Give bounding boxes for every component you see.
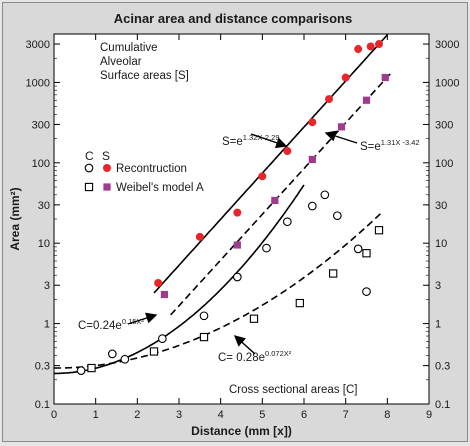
cross-sectional-label: Cross sectional areas [C]: [229, 384, 357, 396]
legend-marker-c-weibel: [84, 182, 94, 192]
data-point: [332, 211, 342, 221]
legend-marker-s-weibel: [103, 183, 111, 191]
y-tick-label-right: 0.3: [435, 361, 450, 373]
data-point: [232, 272, 242, 282]
data-point: [282, 217, 292, 227]
y-tick-label-right: 0.1: [435, 399, 450, 411]
y-tick-label: 0.3: [35, 361, 50, 373]
chart-frame: Acinar area and distance comparisons 0 1 2…: [2, 2, 468, 442]
x-tick-label: 5: [259, 409, 265, 421]
cumulative-label: Alveolar: [100, 56, 142, 68]
legend-marker-c-recon: [84, 163, 94, 173]
data-point: [329, 269, 338, 278]
data-point: [149, 347, 159, 356]
data-point: [258, 172, 267, 181]
y-tick-label: 100: [32, 158, 50, 170]
data-point: [271, 196, 279, 205]
x-tick-label: 1: [93, 409, 99, 421]
data-point: [120, 354, 130, 364]
data-point: [381, 73, 389, 82]
data-point: [76, 366, 86, 375]
data-point: [249, 314, 259, 323]
data-point: [353, 244, 363, 254]
y-tick-label: 10: [38, 238, 50, 250]
y-tick-label-right: 1: [435, 319, 441, 331]
data-point: [337, 123, 346, 131]
y-tick-label-right: 300: [435, 119, 453, 131]
data-point: [199, 332, 209, 342]
y-tick-label: 0.1: [35, 399, 50, 411]
annotation-arrow: [233, 335, 256, 355]
cumulative-label: Cumulative: [100, 42, 158, 54]
data-point: [362, 287, 371, 296]
equation-c-weibel: C= 0.28e0.072X²: [218, 349, 292, 364]
y-tick-label: 30: [38, 200, 50, 212]
data-point: [195, 232, 204, 241]
data-point: [325, 95, 333, 104]
data-point: [308, 155, 316, 164]
y-tick-label: 1000: [26, 77, 50, 89]
data-point: [157, 334, 167, 343]
equation-s-weibel: S=e1.31X -3.42: [360, 138, 420, 153]
y-tick-label: 3: [44, 280, 50, 292]
fit-curve: [54, 184, 305, 375]
data-point: [366, 42, 375, 51]
data-point: [308, 118, 317, 127]
data-point: [160, 290, 169, 299]
data-point: [362, 249, 371, 258]
data-point: [375, 40, 383, 49]
legend-label-weibel: Weibel's model A: [116, 182, 204, 194]
y-tick-label: 1: [44, 319, 50, 331]
data-point: [320, 190, 330, 200]
data-point: [87, 363, 96, 373]
x-tick-label: 2: [134, 409, 140, 421]
data-point: [362, 96, 371, 104]
data-point: [341, 73, 350, 82]
y-tick-label: 300: [32, 119, 50, 131]
annotation-arrow: [250, 133, 288, 149]
y-tick-label-right: 30: [435, 200, 447, 212]
x-tick-label: 6: [301, 409, 307, 421]
chart-svg: Acinar area and distance comparisons 0 1 2…: [8, 11, 459, 438]
data-point: [107, 349, 117, 359]
legend-label-recon: Recontruction: [116, 163, 187, 175]
legend-header-c: C: [85, 149, 94, 163]
x-axis-label: Distance (mm [x]): [191, 424, 292, 438]
cumulative-label: Surface areas [S]: [100, 70, 189, 82]
x-tick-label: 9: [426, 409, 432, 421]
data-point: [233, 208, 242, 217]
data-point: [283, 147, 292, 156]
data-point: [295, 298, 304, 308]
data-point: [154, 278, 163, 287]
legend-header-s: S: [102, 149, 110, 163]
x-tick-label: 4: [218, 409, 224, 421]
plot-area: [53, 33, 430, 405]
data-point: [354, 45, 363, 54]
legend-marker-s-recon: [103, 164, 111, 172]
y-tick-label: 3000: [26, 39, 50, 51]
equation-c-recon: C=0.24e0.15X²: [78, 317, 144, 332]
x-tick-label: 7: [343, 409, 349, 421]
y-axis-label: Area (mm²): [8, 187, 22, 250]
y-tick-label-right: 1000: [435, 77, 459, 89]
y-tick-label-right: 3: [435, 280, 441, 292]
chart-title: Acinar area and distance comparisons: [114, 11, 352, 26]
data-point: [199, 311, 209, 321]
y-tick-label-right: 100: [435, 158, 453, 170]
data-point: [374, 226, 384, 235]
data-point: [262, 243, 271, 253]
data-point: [307, 201, 317, 211]
x-tick-label: 0: [51, 409, 57, 421]
x-tick-label: 8: [384, 409, 390, 421]
annotation-arrow: [324, 130, 358, 144]
x-tick-label: 3: [176, 409, 182, 421]
data-point: [233, 241, 241, 249]
y-tick-label-right: 3000: [435, 39, 459, 51]
fit-curve: [54, 210, 384, 369]
y-tick-label-right: 10: [435, 238, 447, 250]
annotation-arrow: [127, 312, 158, 325]
